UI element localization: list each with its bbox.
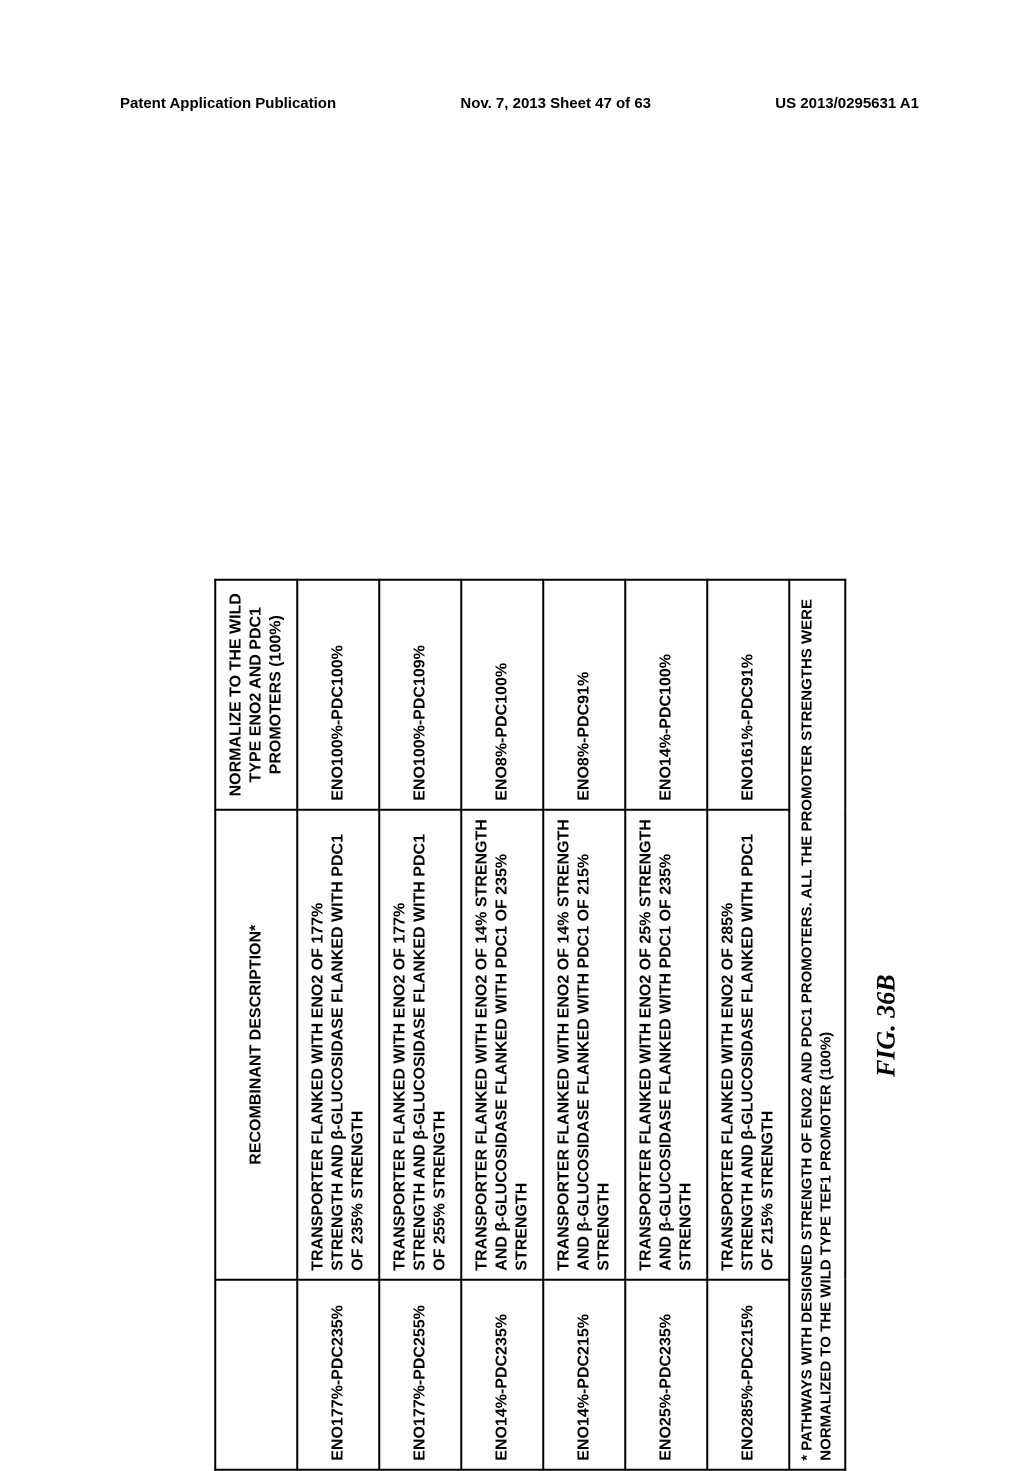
table-header-row: RECOMBINANT DESCRIPTION* NORMALIZE TO TH… xyxy=(215,580,297,1470)
cell-norm: ENO161%-PDC91% xyxy=(707,580,789,810)
page-header: Patent Application Publication Nov. 7, 2… xyxy=(0,95,1024,112)
table-footnote-row: * PATHWAYS WITH DESIGNED STRENGTH OF ENO… xyxy=(789,580,845,1470)
cell-id: ENO14%-PDC215% xyxy=(543,1280,625,1470)
rotated-content: RECOMBINANT DESCRIPTION* NORMALIZE TO TH… xyxy=(564,581,901,1026)
cell-id: ENO285%-PDC215% xyxy=(707,1280,789,1470)
table-row: ENO14%-PDC235% TRANSPORTER FLANKED WITH … xyxy=(461,580,543,1470)
footnote-cell: * PATHWAYS WITH DESIGNED STRENGTH OF ENO… xyxy=(789,580,845,1470)
cell-norm: ENO8%-PDC100% xyxy=(461,580,543,810)
cell-desc: TRANSPORTER FLANKED WITH ENO2 OF 177% ST… xyxy=(297,810,379,1280)
table-row: ENO177%-PDC235% TRANSPORTER FLANKED WITH… xyxy=(297,580,379,1470)
figure-caption: FIG. 36B xyxy=(871,581,901,1471)
col-header-normalized: NORMALIZE TO THE WILD TYPE ENO2 AND PDC1… xyxy=(215,580,297,810)
table-row: ENO285%-PDC215% TRANSPORTER FLANKED WITH… xyxy=(707,580,789,1470)
cell-desc: TRANSPORTER FLANKED WITH ENO2 OF 177% ST… xyxy=(379,810,461,1280)
table-row: ENO25%-PDC235% TRANSPORTER FLANKED WITH … xyxy=(625,580,707,1470)
promoter-table: RECOMBINANT DESCRIPTION* NORMALIZE TO TH… xyxy=(214,579,846,1471)
cell-desc: TRANSPORTER FLANKED WITH ENO2 OF 285% ST… xyxy=(707,810,789,1280)
cell-desc: TRANSPORTER FLANKED WITH ENO2 OF 14% STR… xyxy=(543,810,625,1280)
cell-norm: ENO100%-PDC109% xyxy=(379,580,461,810)
col-header-id xyxy=(215,1280,297,1470)
cell-id: ENO14%-PDC235% xyxy=(461,1280,543,1470)
cell-id: ENO177%-PDC255% xyxy=(379,1280,461,1470)
cell-desc: TRANSPORTER FLANKED WITH ENO2 OF 14% STR… xyxy=(461,810,543,1280)
cell-norm: ENO8%-PDC91% xyxy=(543,580,625,810)
cell-id: ENO177%-PDC235% xyxy=(297,1280,379,1470)
table-row: ENO14%-PDC215% TRANSPORTER FLANKED WITH … xyxy=(543,580,625,1470)
header-center: Nov. 7, 2013 Sheet 47 of 63 xyxy=(460,95,651,112)
header-left: Patent Application Publication xyxy=(120,95,336,112)
table-row: ENO177%-PDC255% TRANSPORTER FLANKED WITH… xyxy=(379,580,461,1470)
col-header-description: RECOMBINANT DESCRIPTION* xyxy=(215,810,297,1280)
cell-norm: ENO14%-PDC100% xyxy=(625,580,707,810)
cell-norm: ENO100%-PDC100% xyxy=(297,580,379,810)
header-right: US 2013/0295631 A1 xyxy=(775,95,919,112)
cell-desc: TRANSPORTER FLANKED WITH ENO2 OF 25% STR… xyxy=(625,810,707,1280)
cell-id: ENO25%-PDC235% xyxy=(625,1280,707,1470)
